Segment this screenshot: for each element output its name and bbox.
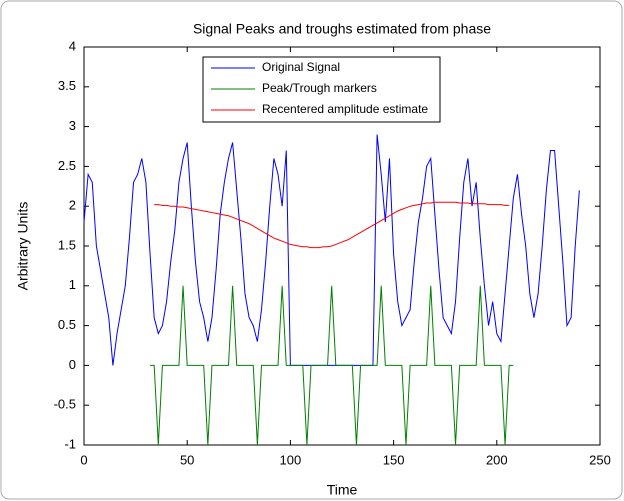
legend-label: Peak/Trough markers <box>262 81 377 95</box>
y-tick-label: 2.5 <box>58 158 76 173</box>
y-axis-label: Arbitrary Units <box>15 202 31 291</box>
x-tick-label: 250 <box>589 452 611 467</box>
x-tick-label: 100 <box>280 452 302 467</box>
x-tick-label: 50 <box>180 452 194 467</box>
legend-label: Original Signal <box>262 60 340 74</box>
y-tick-label: -1 <box>64 436 76 451</box>
legend-label: Recentered amplitude estimate <box>262 102 428 116</box>
x-tick-label: 150 <box>383 452 405 467</box>
x-tick-label: 200 <box>486 452 508 467</box>
y-tick-label: 4 <box>69 38 76 53</box>
series-line <box>154 201 510 249</box>
chart-title: Signal Peaks and troughs estimated from … <box>193 21 491 37</box>
y-tick-label: 0 <box>69 357 76 372</box>
y-tick-label: 3.5 <box>58 78 76 93</box>
y-tick-label: 0.5 <box>58 317 76 332</box>
y-tick-label: -0.5 <box>54 397 76 412</box>
x-tick-label: 0 <box>80 452 87 467</box>
y-tick-label: 1 <box>69 277 76 292</box>
y-tick-label: 3 <box>69 118 76 133</box>
x-axis-label: Time <box>327 482 358 498</box>
y-tick-label: 1.5 <box>58 237 76 252</box>
series-line <box>83 134 580 366</box>
y-tick-label: 2 <box>69 198 76 213</box>
series-line <box>150 285 514 446</box>
